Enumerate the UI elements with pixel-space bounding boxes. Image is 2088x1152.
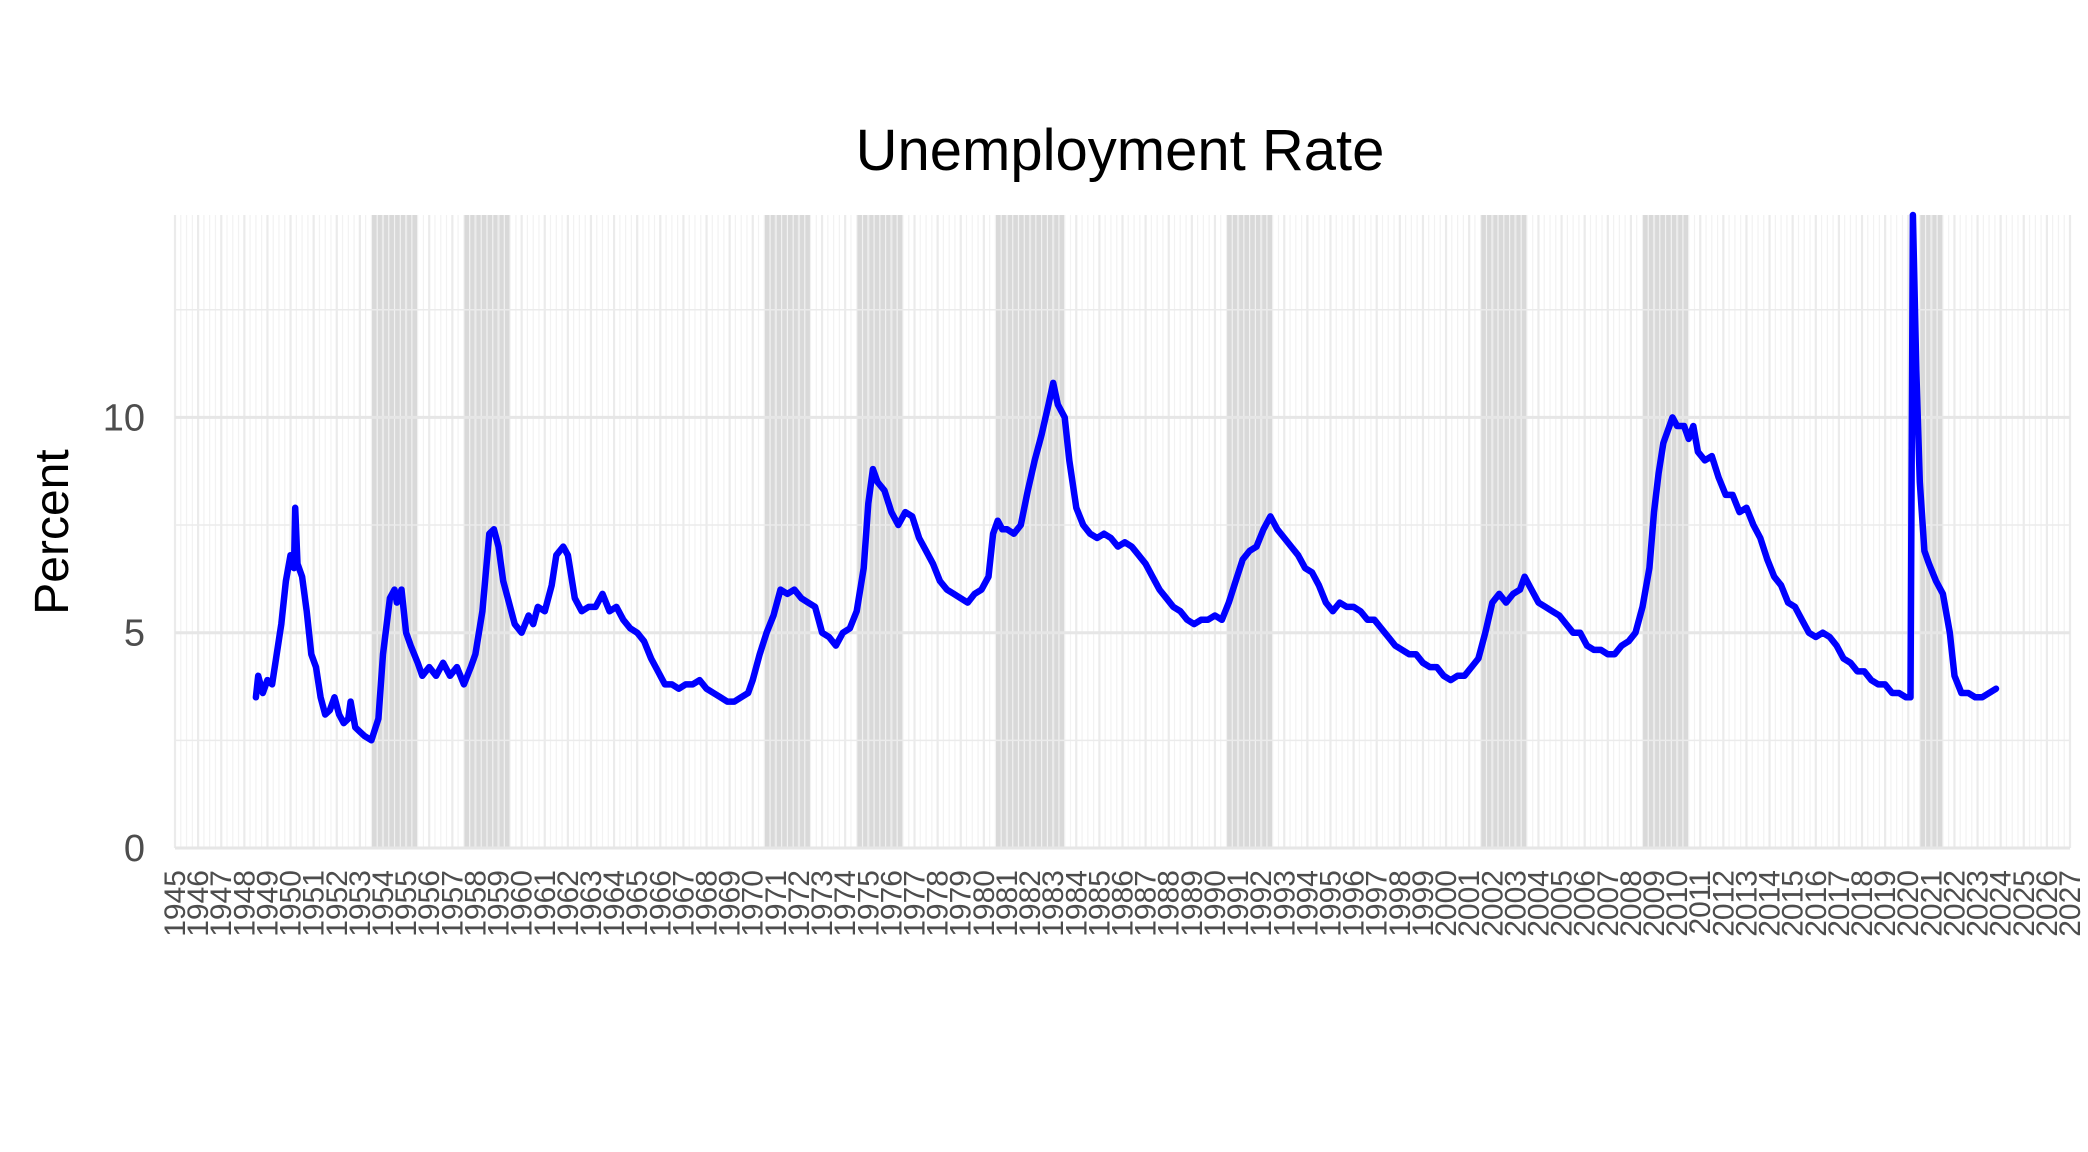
x-tick-label: 2024 — [1985, 870, 2018, 937]
x-axis-ticks: 1945194619471948194919501951195219531954… — [159, 870, 2087, 937]
x-tick-label: 1987 — [1130, 870, 1163, 937]
chart-title: Unemployment Rate — [856, 118, 1385, 183]
x-tick-label: 2021 — [1915, 870, 1948, 937]
x-tick-label: 1958 — [459, 870, 492, 937]
x-tick-label: 2016 — [1800, 870, 1833, 937]
x-tick-label: 1991 — [1222, 870, 1255, 937]
x-tick-label: 1945 — [159, 870, 192, 937]
x-tick-label: 2022 — [1938, 870, 1971, 937]
series-line-1 — [252, 211, 2000, 744]
x-tick-label: 2017 — [1823, 870, 1856, 937]
x-tick-label: 1975 — [852, 870, 885, 937]
x-tick-label: 2008 — [1615, 870, 1648, 937]
x-tick-label: 1982 — [1014, 870, 1047, 937]
series-lines — [252, 211, 2000, 744]
x-tick-label: 1973 — [806, 870, 839, 937]
x-tick-label: 1997 — [1361, 870, 1394, 937]
x-tick-label: 2009 — [1638, 870, 1671, 937]
x-tick-label: 2000 — [1430, 870, 1463, 937]
x-tick-label: 1972 — [783, 870, 816, 937]
x-tick-label: 2003 — [1499, 870, 1532, 937]
x-tick-label: 1988 — [1153, 870, 1186, 937]
y-axis-label: Percent — [26, 449, 79, 614]
x-tick-label: 1967 — [667, 870, 700, 937]
x-tick-label: 2013 — [1730, 870, 1763, 937]
x-tick-label: 1980 — [968, 870, 1001, 937]
x-tick-label: 1966 — [644, 870, 677, 937]
x-tick-label: 2006 — [1569, 870, 1602, 937]
x-tick-label: 2020 — [1892, 870, 1925, 937]
x-tick-label: 2007 — [1592, 870, 1625, 937]
y-axis-ticks: 0 5 10 — [103, 397, 145, 870]
x-tick-label: 1985 — [1083, 870, 1116, 937]
x-tick-label: 1969 — [714, 870, 747, 937]
x-tick-label: 1984 — [1060, 870, 1093, 937]
x-tick-label: 1970 — [737, 870, 770, 937]
x-tick-label: 2012 — [1707, 870, 1740, 937]
x-tick-label: 1946 — [182, 870, 215, 937]
y-tick-label: 5 — [124, 613, 145, 655]
x-tick-label: 1996 — [1338, 870, 1371, 937]
x-tick-label: 1959 — [483, 870, 516, 937]
x-tick-label: 1974 — [829, 870, 862, 937]
x-tick-label: 1979 — [945, 870, 978, 937]
x-tick-label: 1990 — [1199, 870, 1232, 937]
x-tick-label: 1963 — [575, 870, 608, 937]
x-tick-label: 2004 — [1522, 870, 1555, 937]
x-tick-label: 1993 — [1268, 870, 1301, 937]
x-tick-label: 1978 — [922, 870, 955, 937]
x-tick-label: 1983 — [1037, 870, 1070, 937]
x-tick-label: 1957 — [436, 870, 469, 937]
grid-lines — [173, 215, 2072, 850]
x-tick-label: 1971 — [760, 870, 793, 937]
x-tick-label: 2018 — [1846, 870, 1879, 937]
x-tick-label: 1965 — [621, 870, 654, 937]
x-tick-label: 2011 — [1684, 870, 1717, 935]
x-tick-label: 1986 — [1107, 870, 1140, 937]
x-tick-label: 2014 — [1754, 870, 1787, 937]
x-tick-label: 1949 — [251, 870, 284, 937]
x-tick-label: 2001 — [1453, 870, 1486, 937]
x-tick-label: 1992 — [1245, 870, 1278, 937]
x-tick-label: 1999 — [1407, 870, 1440, 937]
x-tick-label: 2025 — [2008, 870, 2041, 937]
x-tick-label: 1947 — [205, 870, 238, 937]
x-tick-label: 2015 — [1777, 870, 1810, 937]
x-tick-label: 1948 — [228, 870, 261, 937]
x-tick-label: 2027 — [2054, 870, 2087, 937]
x-tick-label: 1955 — [390, 870, 423, 937]
x-tick-label: 1998 — [1384, 870, 1417, 937]
x-tick-label: 1952 — [321, 870, 354, 937]
y-tick-label: 0 — [124, 828, 145, 870]
x-tick-label: 2019 — [1869, 870, 1902, 937]
x-tick-label: 1981 — [991, 870, 1024, 937]
x-tick-label: 1995 — [1314, 870, 1347, 937]
x-tick-label: 2010 — [1661, 870, 1694, 937]
x-tick-label: 2023 — [1962, 870, 1995, 937]
x-tick-label: 1951 — [298, 870, 331, 937]
x-tick-label: 1962 — [552, 870, 585, 937]
x-tick-label: 1961 — [529, 870, 562, 937]
x-tick-label: 2002 — [1476, 870, 1509, 937]
x-tick-label: 1960 — [506, 870, 539, 937]
x-tick-label: 1989 — [1176, 870, 1209, 937]
y-tick-label: 10 — [103, 397, 145, 439]
x-tick-label: 1976 — [875, 870, 908, 937]
x-tick-label: 1977 — [899, 870, 932, 937]
x-tick-label: 1953 — [344, 870, 377, 937]
x-tick-label: 1956 — [413, 870, 446, 937]
x-tick-label: 1950 — [275, 870, 308, 937]
x-tick-label: 1954 — [367, 870, 400, 937]
x-tick-label: 1964 — [598, 870, 631, 937]
x-tick-label: 1968 — [691, 870, 724, 937]
x-tick-label: 2026 — [2031, 870, 2064, 937]
x-tick-label: 1994 — [1291, 870, 1324, 937]
x-tick-label: 2005 — [1546, 870, 1579, 937]
